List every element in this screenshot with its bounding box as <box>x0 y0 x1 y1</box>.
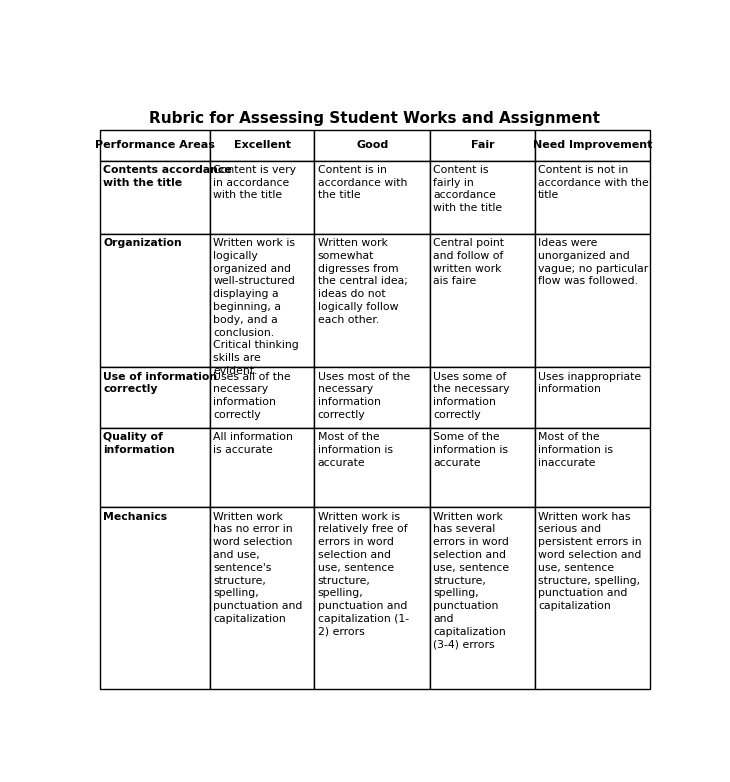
Bar <box>210 368 315 428</box>
Text: Ideas were
unorganized and
vague; no particular
flow was followed.: Ideas were unorganized and vague; no par… <box>538 238 648 286</box>
Text: Most of the
information is
accurate: Most of the information is accurate <box>318 432 393 468</box>
Bar <box>430 428 534 508</box>
Bar <box>210 130 315 160</box>
Text: Written work has
serious and
persistent errors in
word selection and
use, senten: Written work has serious and persistent … <box>538 511 642 612</box>
Bar <box>100 130 210 160</box>
Text: Fair: Fair <box>471 140 494 150</box>
Text: Uses some of
the necessary
information
correctly: Uses some of the necessary information c… <box>434 371 510 420</box>
Bar <box>100 160 210 234</box>
Bar <box>100 234 210 368</box>
Bar <box>100 428 210 508</box>
Text: Use of information
correctly: Use of information correctly <box>103 371 218 394</box>
Bar <box>210 160 315 234</box>
Text: Mechanics: Mechanics <box>103 511 167 522</box>
Bar <box>315 130 430 160</box>
Bar <box>534 130 650 160</box>
Text: Written work
has no error in
word selection
and use,
sentence's
structure,
spell: Written work has no error in word select… <box>213 511 303 624</box>
Text: Content is not in
accordance with the
title: Content is not in accordance with the ti… <box>538 165 649 200</box>
Text: Some of the
information is
accurate: Some of the information is accurate <box>434 432 508 468</box>
Bar <box>315 234 430 368</box>
Text: All information
is accurate: All information is accurate <box>213 432 293 455</box>
Text: Central point
and follow of
written work
ais faire: Central point and follow of written work… <box>434 238 504 286</box>
Text: Need Improvement: Need Improvement <box>533 140 652 150</box>
Bar <box>100 508 210 689</box>
Bar <box>430 160 534 234</box>
Bar <box>534 234 650 368</box>
Bar <box>315 368 430 428</box>
Text: Uses all of the
necessary
information
correctly: Uses all of the necessary information co… <box>213 371 291 420</box>
Text: Most of the
information is
inaccurate: Most of the information is inaccurate <box>538 432 613 468</box>
Text: Excellent: Excellent <box>234 140 291 150</box>
Bar <box>210 234 315 368</box>
Bar <box>100 368 210 428</box>
Bar <box>534 428 650 508</box>
Bar <box>430 234 534 368</box>
Bar <box>534 368 650 428</box>
Text: Uses inappropriate
information: Uses inappropriate information <box>538 371 641 394</box>
Bar <box>315 160 430 234</box>
Text: Organization: Organization <box>103 238 182 248</box>
Text: Rubric for Assessing Student Works and Assignment: Rubric for Assessing Student Works and A… <box>149 111 599 126</box>
Bar <box>430 368 534 428</box>
Text: Contents accordance
with the title: Contents accordance with the title <box>103 165 232 188</box>
Text: Written work is
logically
organized and
well-structured
displaying a
beginning, : Written work is logically organized and … <box>213 238 299 376</box>
Text: Quality of
information: Quality of information <box>103 432 175 455</box>
Bar <box>210 428 315 508</box>
Bar <box>210 508 315 689</box>
Text: Performance Areas: Performance Areas <box>95 140 215 150</box>
Bar <box>430 130 534 160</box>
Text: Content is in
accordance with
the title: Content is in accordance with the title <box>318 165 407 200</box>
Text: Written work is
relatively free of
errors in word
selection and
use, sentence
st: Written work is relatively free of error… <box>318 511 409 637</box>
Text: Content is very
in accordance
with the title: Content is very in accordance with the t… <box>213 165 296 200</box>
Text: Written work
has several
errors in word
selection and
use, sentence
structure,
s: Written work has several errors in word … <box>434 511 510 650</box>
Text: Written work
somewhat
digresses from
the central idea;
ideas do not
logically fo: Written work somewhat digresses from the… <box>318 238 407 325</box>
Text: Good: Good <box>356 140 388 150</box>
Bar <box>430 508 534 689</box>
Text: Uses most of the
necessary
information
correctly: Uses most of the necessary information c… <box>318 371 410 420</box>
Bar <box>315 508 430 689</box>
Bar <box>315 428 430 508</box>
Text: Content is
fairly in
accordance
with the title: Content is fairly in accordance with the… <box>434 165 502 213</box>
Bar <box>534 160 650 234</box>
Bar <box>534 508 650 689</box>
